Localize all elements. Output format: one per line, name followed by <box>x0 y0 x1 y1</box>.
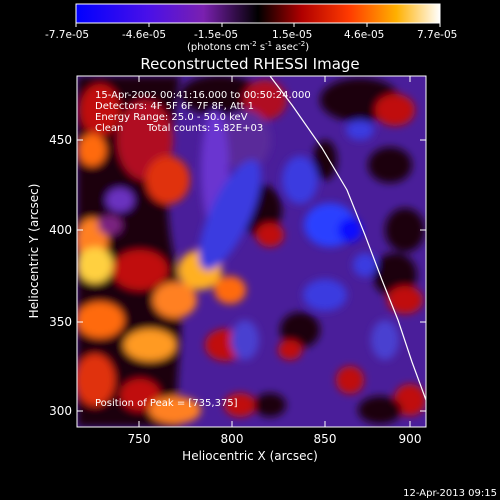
colorbar-tick-label-1: -4.6e-05 <box>122 29 166 41</box>
info-time-range: 15-Apr-2002 00:41:16.000 to 00:50:24.000 <box>95 90 311 101</box>
colorbar-ticks <box>75 23 441 27</box>
info-total-counts: Total counts: 5.82E+03 <box>146 123 263 134</box>
colorbar <box>75 3 441 24</box>
colorbar-units: (photons cm-2 s-1 asec-2) <box>187 40 309 53</box>
colorbar-tick-label-2: -1.5e-05 <box>194 29 238 41</box>
x-axis-label: Heliocentric X (arcsec) <box>182 449 318 463</box>
x-tick-label-3: 900 <box>399 432 422 446</box>
y-tick-label-3: 450 <box>49 133 72 147</box>
info-peak-position: Position of Peak = [735,375] <box>95 398 238 409</box>
y-axis-label: Heliocentric Y (arcsec) <box>27 184 41 319</box>
colorbar-tick-label-4: 4.6e-05 <box>344 29 384 41</box>
x-tick-label-0: 750 <box>128 432 151 446</box>
colorbar-tick-label-0: -7.7e-05 <box>45 29 89 41</box>
x-tick-label-2: 850 <box>314 432 337 446</box>
x-tick-label-1: 800 <box>221 432 244 446</box>
y-tick-label-0: 300 <box>49 404 72 418</box>
info-clean-label: Clean <box>95 123 123 134</box>
colorbar-tick-label-5: 7.7e-05 <box>417 29 457 41</box>
solar-limb-line <box>269 76 426 401</box>
image-map <box>77 76 426 427</box>
plot-title: Reconstructed RHESSI Image <box>140 55 359 73</box>
info-energy-range: Energy Range: 25.0 - 50.0 keV <box>95 112 248 123</box>
y-tick-label-2: 400 <box>49 223 72 237</box>
plot-frame <box>76 75 427 428</box>
timestamp: 12-Apr-2013 09:15 <box>403 488 497 499</box>
colorbar-tick-label-3: 1.5e-05 <box>272 29 312 41</box>
y-tick-label-1: 350 <box>49 315 72 329</box>
axis-ticks <box>77 76 426 427</box>
info-detectors: Detectors: 4F 5F 6F 7F 8F, Att 1 <box>95 101 254 112</box>
